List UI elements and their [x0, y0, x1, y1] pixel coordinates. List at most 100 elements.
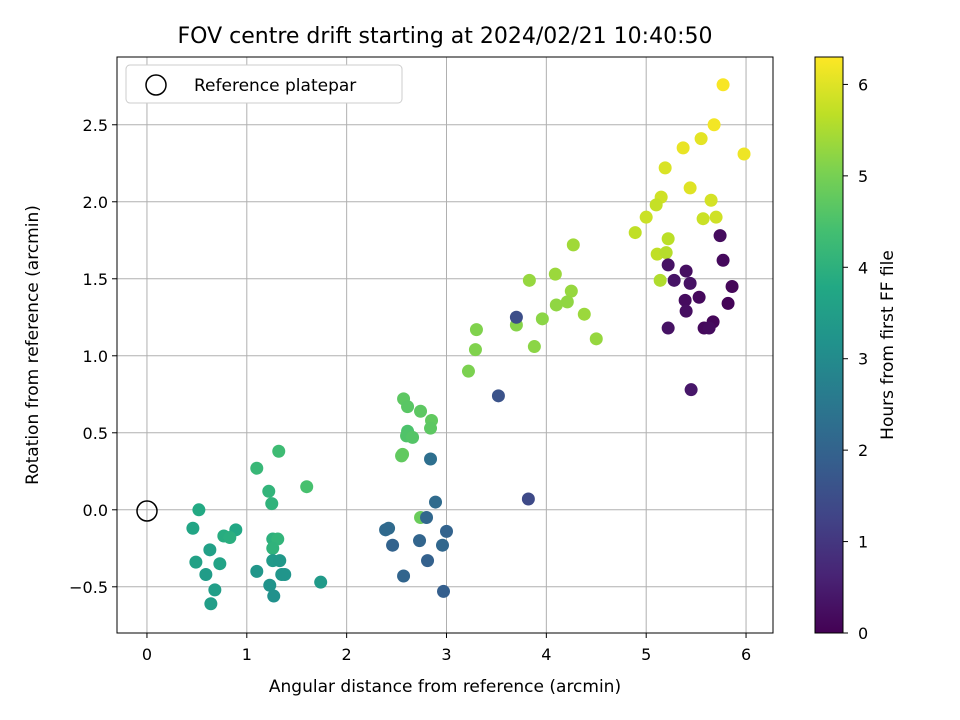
scatter-point: [468, 343, 482, 357]
x-tick-label: 0: [142, 645, 152, 664]
scatter-point: [208, 583, 222, 597]
scatter-point: [707, 118, 721, 132]
scatter-point: [413, 534, 427, 548]
colorbar-tick-label: 4: [858, 258, 868, 277]
scatter-point: [659, 246, 673, 260]
x-tick-label: 6: [741, 645, 751, 664]
scatter-point: [469, 323, 483, 337]
scatter-point: [263, 578, 277, 592]
scatter-point: [204, 597, 218, 611]
scatter-point: [461, 364, 475, 378]
scatter-point: [560, 295, 574, 309]
scatter-point: [429, 495, 443, 509]
scatter-point: [421, 554, 435, 568]
y-tick-label: 0.5: [83, 424, 108, 443]
legend: Reference platepar: [125, 64, 403, 104]
scatter-point: [401, 400, 415, 414]
y-tick-label: 1.0: [83, 347, 108, 366]
plot-frame: [116, 56, 774, 634]
scatter-point: [683, 276, 697, 290]
scatter-point: [589, 332, 603, 346]
axis-ticks: 0 1 2 3 4 5 6 −0.5 0.0 0.5 1.0 1.5 2.0 2.5: [69, 116, 751, 664]
y-tick-label: 0.0: [83, 501, 108, 520]
scatter-point: [395, 449, 409, 463]
scatter-point: [265, 497, 279, 511]
scatter-point: [397, 569, 411, 583]
scatter-point: [667, 273, 681, 287]
scatter-point: [267, 589, 281, 603]
scatter-point: [661, 258, 675, 272]
scatter-point: [713, 229, 727, 243]
scatter-point: [709, 210, 723, 224]
legend-entry: Reference platepar: [194, 76, 356, 96]
x-tick-label: 4: [541, 645, 551, 664]
colorbar-tick-label: 0: [858, 624, 868, 643]
scatter-point: [661, 232, 675, 246]
colorbar-label: Hours from first FF file: [878, 250, 898, 440]
scatter-point: [272, 444, 286, 458]
scatter-point: [379, 523, 393, 537]
scatter-point: [406, 430, 420, 444]
scatter-point: [439, 524, 453, 538]
scatter-point: [250, 564, 264, 578]
scatter-point: [704, 193, 718, 207]
colorbar-tick-label: 3: [858, 350, 868, 369]
scatter-point: [676, 141, 690, 155]
legend-marker: [145, 74, 167, 96]
scatter-point: [420, 510, 434, 524]
scatter-point: [658, 161, 672, 175]
y-tick-label: −0.5: [69, 578, 108, 597]
scatter-point: [273, 554, 287, 568]
scatter-point: [424, 421, 438, 435]
colorbar-tick-label: 5: [858, 167, 868, 186]
scatter-point: [262, 484, 276, 498]
y-axis-label: Rotation from reference (arcmin): [23, 205, 43, 485]
scatter-point: [696, 212, 710, 226]
colorbar-tick-label: 1: [858, 533, 868, 552]
x-tick-label: 3: [441, 645, 451, 664]
scatter-point: [414, 404, 428, 418]
scatter-point: [386, 538, 400, 552]
scatter-point: [535, 312, 549, 326]
scatter-point: [527, 340, 541, 354]
scatter-point: [683, 181, 697, 195]
scatter-point: [694, 132, 708, 146]
scatter-point: [223, 531, 237, 545]
x-axis-label: Angular distance from reference (arcmin): [269, 677, 621, 697]
scatter-point: [679, 304, 693, 318]
scatter-point: [522, 273, 536, 287]
scatter-point: [521, 492, 535, 506]
scatter-point: [300, 480, 314, 494]
scatter-point: [702, 321, 716, 335]
scatter-point: [577, 307, 591, 321]
chart-title: FOV centre drift starting at 2024/02/21 …: [178, 24, 713, 49]
y-tick-label: 2.0: [83, 193, 108, 212]
scatter-point: [725, 279, 739, 293]
scatter-point: [424, 452, 438, 466]
scatter-point: [564, 284, 578, 298]
scatter-point: [186, 521, 200, 535]
scatter-point: [199, 567, 213, 581]
scatter-point: [639, 210, 653, 224]
colorbar-ticks: 0 1 2 3 4 5 6: [843, 75, 868, 643]
x-tick-label: 1: [242, 645, 252, 664]
scatter-point: [266, 541, 280, 555]
scatter-point: [692, 290, 706, 304]
colorbar-tick-label: 2: [858, 441, 868, 460]
scatter-point: [549, 298, 563, 312]
colorbar: 0 1 2 3 4 5 6 Hours from first FF file: [814, 56, 898, 643]
x-tick-label: 5: [641, 645, 651, 664]
scatter-point: [628, 226, 642, 240]
scatter-point: [213, 557, 227, 571]
scatter-point: [437, 584, 451, 598]
legend-box: [125, 64, 403, 104]
y-tick-label: 2.5: [83, 116, 108, 135]
scatter-point: [566, 238, 580, 252]
scatter-point: [716, 78, 730, 92]
scatter-point: [661, 321, 675, 335]
scatter-point: [250, 461, 264, 475]
scatter-point: [737, 147, 751, 161]
scatter-point: [649, 198, 663, 212]
scatter-point: [653, 273, 667, 287]
